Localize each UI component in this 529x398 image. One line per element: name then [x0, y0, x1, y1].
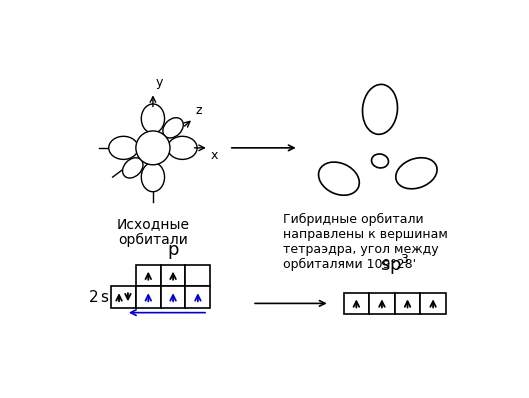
Ellipse shape [371, 154, 388, 168]
Ellipse shape [109, 136, 138, 160]
Bar [161, 265, 186, 287]
Text: 2: 2 [89, 290, 99, 305]
Bar [136, 265, 161, 287]
Bar [161, 287, 186, 308]
Bar [343, 293, 369, 314]
Ellipse shape [141, 104, 165, 133]
Text: s: s [100, 290, 108, 305]
Text: sp$^3$: sp$^3$ [380, 253, 409, 277]
Ellipse shape [163, 118, 183, 138]
Bar [395, 293, 421, 314]
Ellipse shape [396, 158, 437, 189]
Ellipse shape [123, 158, 143, 178]
Bar [136, 287, 161, 308]
Text: Гибридные орбитали
направлены к вершинам
тетраэдра, угол между
орбиталями 109°28: Гибридные орбитали направлены к вершинам… [283, 213, 448, 271]
Ellipse shape [168, 136, 197, 160]
Text: z: z [196, 104, 202, 117]
Bar [421, 293, 446, 314]
Text: p: p [167, 241, 179, 259]
Text: y: y [155, 76, 162, 89]
Ellipse shape [141, 162, 165, 192]
Bar [369, 293, 395, 314]
Circle shape [136, 131, 170, 165]
Text: x: x [211, 149, 218, 162]
Ellipse shape [362, 84, 397, 135]
Bar [186, 287, 210, 308]
Text: Исходные
орбитали: Исходные орбитали [116, 217, 189, 248]
Bar [186, 265, 210, 287]
Bar [111, 287, 136, 308]
Ellipse shape [318, 162, 359, 195]
